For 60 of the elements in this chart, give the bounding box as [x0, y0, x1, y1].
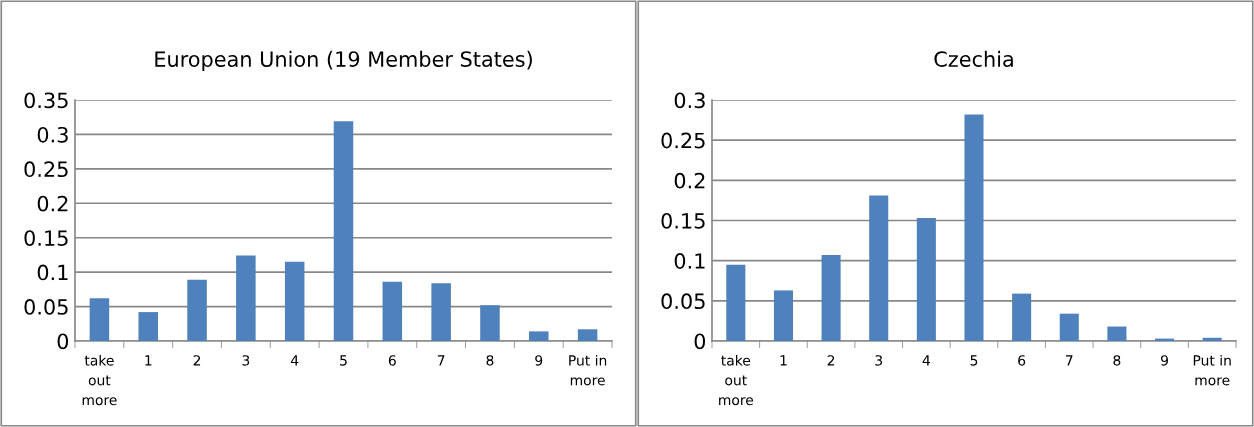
y-tick-label: 0.2 — [37, 195, 68, 212]
bar — [529, 331, 549, 341]
x-tick-label: 2 — [827, 355, 835, 366]
bar — [916, 218, 936, 341]
y-tick-label: 0.35 — [24, 92, 68, 109]
x-tick-label: 8 — [486, 355, 494, 366]
bar — [1202, 337, 1222, 341]
x-tick-label: 1 — [780, 355, 787, 366]
bar — [431, 283, 451, 341]
y-tick-label: 0.3 — [37, 126, 68, 143]
x-tick-label: 9 — [535, 355, 543, 366]
y-tick-label: 0.3 — [674, 92, 705, 109]
bar — [577, 329, 598, 341]
x-tick-label: Put in more — [569, 354, 607, 386]
x-tick-label: 8 — [1113, 355, 1121, 366]
x-tick-label: Put in more — [1193, 354, 1231, 386]
y-tick-label: 0.15 — [661, 212, 705, 229]
chart-title: European Union (19 Member States) — [155, 50, 532, 71]
y-tick-label: 0.25 — [24, 161, 68, 178]
bar — [236, 255, 256, 341]
bar — [284, 261, 305, 341]
y-tick-label: 0.1 — [674, 253, 705, 269]
bar — [773, 290, 793, 341]
bar — [964, 114, 984, 341]
x-tick-label: 6 — [388, 355, 396, 366]
x-tick-label: 1 — [145, 355, 152, 366]
x-tick-label: 2 — [193, 355, 201, 366]
bar — [1012, 293, 1032, 341]
x-tick-label: 5 — [340, 355, 347, 366]
bar — [138, 312, 158, 341]
x-tick-label: 3 — [875, 355, 883, 366]
bar — [869, 195, 889, 341]
y-tick-label: 0.1 — [37, 264, 68, 281]
x-tick-label: take out more — [719, 354, 754, 406]
x-tick-label: 7 — [1065, 355, 1073, 366]
x-tick-label: take out more — [82, 354, 117, 406]
y-tick-label: 0.25 — [661, 132, 705, 149]
x-tick-label: 6 — [1018, 355, 1026, 366]
y-tick-label: 0.15 — [24, 230, 68, 246]
bar — [1059, 313, 1079, 341]
x-tick-label: 3 — [242, 355, 250, 366]
bar — [726, 264, 746, 341]
bar — [1107, 326, 1127, 341]
bar — [187, 279, 207, 341]
x-tick-label: 4 — [922, 355, 930, 366]
x-tick-label: 4 — [290, 355, 299, 366]
x-tick-label: 5 — [970, 355, 978, 366]
y-tick-label: 0.2 — [674, 172, 705, 189]
chart-title: Czechia — [934, 50, 1013, 67]
y-tick-label: 0.05 — [661, 293, 705, 310]
bar — [821, 255, 841, 341]
bar — [333, 121, 354, 341]
bar — [480, 305, 500, 341]
x-tick-label: 9 — [1161, 355, 1168, 366]
y-tick-label: 0.05 — [24, 299, 68, 315]
bar — [382, 281, 403, 341]
y-tick-label: 0 — [694, 333, 706, 350]
bar — [89, 298, 110, 341]
x-tick-label: 7 — [437, 355, 445, 366]
y-tick-label: 0 — [57, 333, 69, 350]
